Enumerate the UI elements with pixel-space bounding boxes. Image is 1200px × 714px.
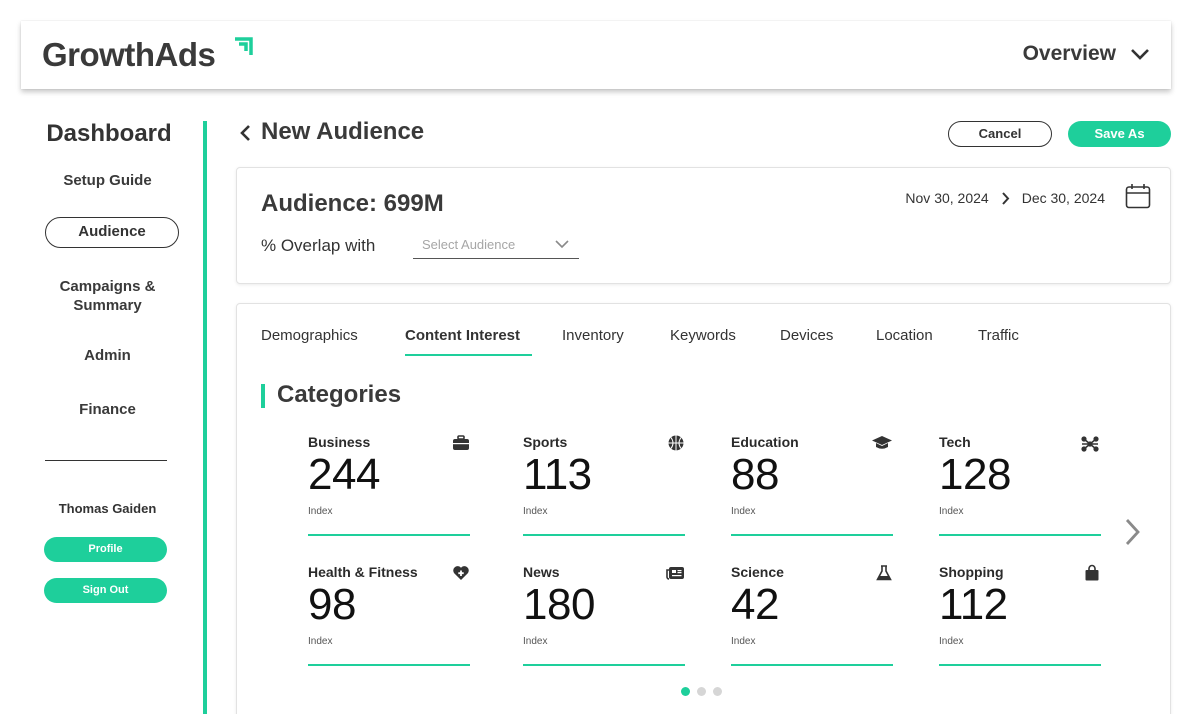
category-value: 98: [308, 580, 356, 629]
sidebar-item-admin[interactable]: Admin: [84, 347, 131, 364]
chevron-right-icon[interactable]: [1124, 517, 1142, 547]
tab-traffic[interactable]: Traffic: [978, 327, 1019, 344]
heart-plus-icon: [453, 566, 469, 580]
category-index-label: Index: [523, 506, 548, 517]
category-value: 42: [731, 580, 779, 629]
chevron-right-icon: [1001, 191, 1010, 205]
briefcase-icon: [453, 435, 469, 450]
network-icon: [1081, 436, 1099, 452]
graduation-cap-icon: [872, 436, 892, 449]
calendar-icon[interactable]: [1125, 183, 1151, 209]
carousel-pagination: [681, 687, 722, 696]
flask-icon: [876, 565, 892, 581]
tab-inventory[interactable]: Inventory: [562, 327, 624, 344]
profile-button[interactable]: Profile: [44, 537, 167, 562]
sidebar-item-setup-guide[interactable]: Setup Guide: [63, 172, 152, 189]
sign-out-button[interactable]: Sign Out: [44, 578, 167, 603]
category-index-label: Index: [523, 636, 548, 647]
category-value: 180: [523, 580, 595, 629]
back-icon[interactable]: [238, 124, 252, 142]
date-start: Nov 30, 2024: [905, 190, 989, 206]
logo-text: GrowthAds: [42, 36, 216, 73]
category-index-label: Index: [939, 636, 964, 647]
category-tile-news[interactable]: News 180 Index: [523, 564, 685, 666]
category-name: Shopping: [939, 564, 1004, 580]
category-tile-science[interactable]: Science 42 Index: [731, 564, 893, 666]
category-value: 112: [939, 580, 1008, 629]
sidebar: Dashboard: [0, 110, 215, 714]
category-tile-tech[interactable]: Tech 128 Index: [939, 434, 1101, 536]
category-value: 113: [523, 450, 592, 499]
tab-keywords[interactable]: Keywords: [670, 327, 736, 344]
category-tile-health-fitness[interactable]: Health & Fitness 98 Index: [308, 564, 470, 666]
basketball-icon: [668, 435, 684, 451]
chevron-down-icon: [555, 240, 569, 249]
audience-card: Audience: 699M % Overlap with Select Aud…: [236, 167, 1171, 284]
category-index-label: Index: [731, 506, 756, 517]
carousel-dot[interactable]: [697, 687, 706, 696]
category-tile-shopping[interactable]: Shopping 112 Index: [939, 564, 1101, 666]
carousel-dot[interactable]: [713, 687, 722, 696]
date-range[interactable]: Nov 30, 2024 Dec 30, 2024: [905, 190, 1105, 206]
category-tile-education[interactable]: Education 88 Index: [731, 434, 893, 536]
sidebar-item-label: Campaigns &: [59, 278, 156, 295]
tab-active-underline: [405, 354, 532, 356]
category-name: Sports: [523, 434, 568, 450]
sidebar-item-audience[interactable]: Audience: [45, 217, 179, 248]
category-name: Business: [308, 434, 371, 450]
category-tile-sports[interactable]: Sports 113 Index: [523, 434, 685, 536]
category-index-label: Index: [308, 636, 333, 647]
category-name: Education: [731, 434, 799, 450]
category-name: Science: [731, 564, 784, 580]
cancel-button[interactable]: Cancel: [948, 121, 1052, 147]
category-tile-business[interactable]: Business 244 Index: [308, 434, 470, 536]
tab-devices[interactable]: Devices: [780, 327, 834, 344]
category-index-label: Index: [731, 636, 756, 647]
sidebar-item-finance[interactable]: Finance: [79, 401, 136, 418]
audience-size: Audience: 699M: [261, 190, 444, 217]
sidebar-item-campaigns-summary[interactable]: Campaigns & Summary: [0, 277, 215, 315]
category-name: News: [523, 564, 560, 580]
carousel-dot[interactable]: [681, 687, 690, 696]
overview-label: Overview: [1022, 42, 1116, 65]
tab-content-interest[interactable]: Content Interest: [405, 327, 521, 344]
page-title: New Audience: [261, 118, 425, 145]
logo-arrow-icon: [235, 37, 253, 55]
category-value: 244: [308, 450, 380, 499]
sidebar-item-label: Summary: [73, 297, 142, 314]
newspaper-icon: [666, 567, 684, 580]
chevron-down-icon: [1131, 49, 1149, 60]
content-card: Demographics Content Interest Inventory …: [236, 303, 1171, 714]
categories-accent-bar: [261, 384, 265, 408]
categories-title: Categories: [277, 381, 402, 408]
category-index-label: Index: [939, 506, 964, 517]
user-name: Thomas Gaiden: [58, 501, 157, 516]
category-value: 128: [939, 450, 1011, 499]
category-value: 88: [731, 450, 779, 499]
category-name: Health & Fitness: [308, 564, 418, 580]
sidebar-divider: [45, 460, 167, 461]
category-name: Tech: [939, 434, 971, 450]
save-as-button[interactable]: Save As: [1068, 121, 1171, 147]
tab-demographics[interactable]: Demographics: [261, 327, 358, 344]
sidebar-divider-vertical: [203, 121, 207, 714]
overview-dropdown[interactable]: Overview: [1023, 42, 1150, 66]
date-end: Dec 30, 2024: [1021, 190, 1105, 206]
tab-location[interactable]: Location: [876, 327, 933, 344]
overlap-label: % Overlap with: [261, 236, 376, 255]
sidebar-title: Dashboard: [46, 120, 172, 147]
category-index-label: Index: [308, 506, 333, 517]
top-bar: GrowthAds Overview: [21, 21, 1171, 89]
select-audience-dropdown[interactable]: Select Audience: [413, 232, 579, 259]
select-audience-placeholder: Select Audience: [422, 237, 516, 252]
shopping-bag-icon: [1085, 564, 1099, 581]
